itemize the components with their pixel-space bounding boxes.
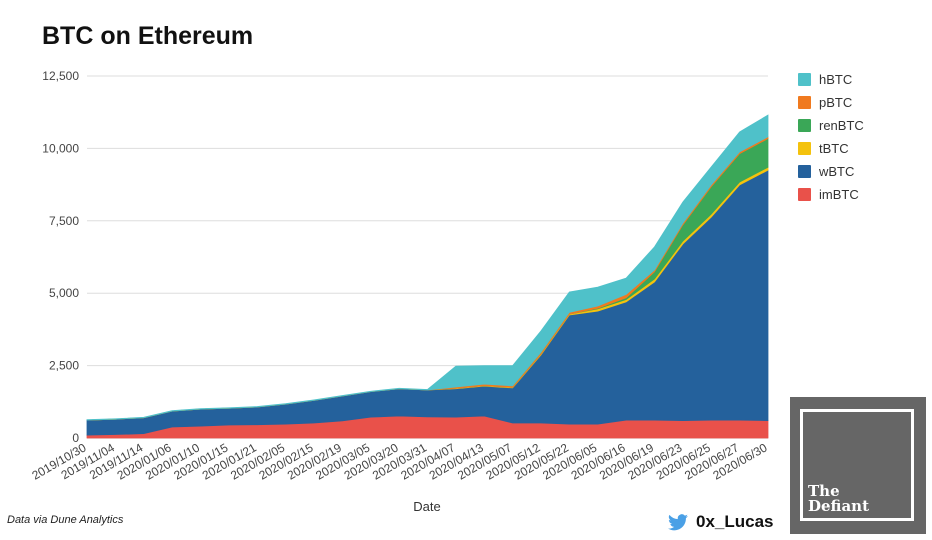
- logo-line1: The: [808, 482, 840, 500]
- legend-item-pbtc: pBTC: [798, 91, 864, 114]
- y-tick-label: 5,000: [49, 286, 79, 300]
- legend-item-wbtc: wBTC: [798, 160, 864, 183]
- y-tick-label: 12,500: [42, 69, 79, 83]
- legend-swatch: [798, 165, 811, 178]
- y-tick-label: 10,000: [42, 141, 79, 155]
- legend-label: renBTC: [819, 118, 864, 133]
- the-defiant-logo: The Defiant: [790, 397, 926, 534]
- legend-label: pBTC: [819, 95, 853, 110]
- twitter-bird-icon: [668, 513, 688, 530]
- legend-item-tbtc: tBTC: [798, 137, 864, 160]
- legend-label: hBTC: [819, 72, 853, 87]
- handle-text: 0x_Lucas: [696, 512, 774, 531]
- legend: hBTC pBTC renBTC tBTC wBTC imBTC: [798, 68, 864, 206]
- legend-item-imbtc: imBTC: [798, 183, 864, 206]
- source-note: Data via Dune Analytics: [7, 514, 124, 526]
- legend-label: wBTC: [819, 164, 855, 179]
- twitter-handle[interactable]: 0x_Lucas: [668, 512, 774, 532]
- area-hbtc: [86, 114, 769, 421]
- x-axis-label: Date: [413, 499, 440, 514]
- legend-item-renbtc: renBTC: [798, 114, 864, 137]
- area-wbtc: [86, 169, 769, 436]
- y-tick-label: 7,500: [49, 214, 79, 228]
- legend-swatch: [798, 188, 811, 201]
- legend-swatch: [798, 96, 811, 109]
- legend-swatch: [798, 73, 811, 86]
- legend-label: imBTC: [819, 187, 859, 202]
- legend-swatch: [798, 142, 811, 155]
- legend-swatch: [798, 119, 811, 132]
- legend-label: tBTC: [819, 141, 849, 156]
- legend-item-hbtc: hBTC: [798, 68, 864, 91]
- chart-title: BTC on Ethereum: [42, 22, 254, 50]
- y-tick-label: 2,500: [49, 359, 79, 373]
- logo-line2: Defiant: [808, 497, 870, 515]
- y-tick-label: 0: [72, 431, 79, 445]
